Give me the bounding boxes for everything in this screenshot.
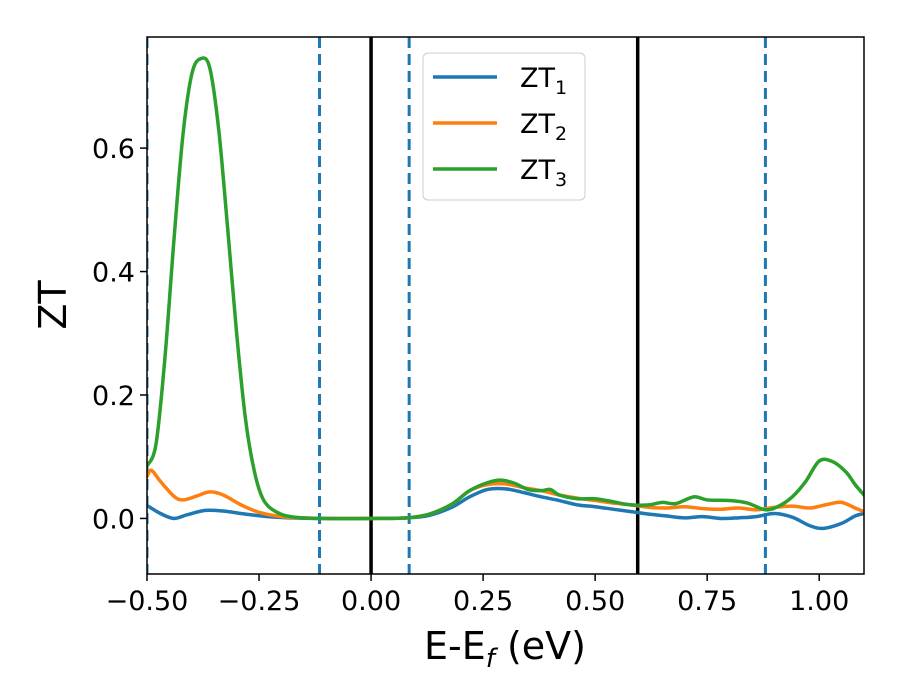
plot-frame <box>146 36 865 575</box>
x-tick-label: −0.25 <box>218 586 301 617</box>
x-tick-label: 1.00 <box>789 586 849 617</box>
series-line-zt3 <box>147 56 864 521</box>
x-axis-title: E-Ef (eV) <box>424 624 586 674</box>
x-tick-label: 0.00 <box>341 586 401 617</box>
x-tick-label: 0.25 <box>453 586 513 617</box>
y-tick-label: 0.2 <box>92 381 135 412</box>
y-axis-title: ZT <box>31 280 75 330</box>
x-tick-label: −0.50 <box>106 586 189 617</box>
y-tick-label: 0.0 <box>92 504 135 535</box>
x-axis-title-unit: (eV) <box>495 624 586 668</box>
y-tick-label: 0.6 <box>92 134 135 165</box>
x-axis-title-main: E-E <box>424 624 486 668</box>
legend-label-zt3: ZT3 <box>520 155 567 191</box>
legend-label-zt1: ZT1 <box>520 63 567 99</box>
legend: ZT1 ZT2 ZT3 <box>422 52 586 201</box>
x-tick-label: 0.75 <box>677 586 737 617</box>
series-line-zt1 <box>147 486 864 531</box>
y-tick-label: 0.4 <box>92 258 135 289</box>
legend-label-zt2: ZT2 <box>520 109 567 145</box>
legend-box <box>422 52 586 201</box>
x-tick-label: 0.50 <box>565 586 625 617</box>
